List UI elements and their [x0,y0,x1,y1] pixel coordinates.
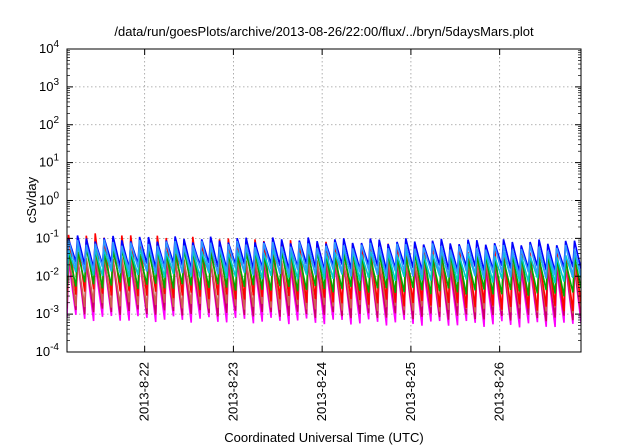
y-tick-label: 10-2 [36,266,60,283]
y-tick-label: 10-1 [36,228,60,245]
y-tick-label: 10-3 [36,304,60,321]
y-tick-label: 100 [39,191,59,208]
y-tick-label: 104 [39,39,59,56]
x-tick-label: 2013-8-25 [403,362,418,421]
data-series [67,233,581,329]
y-axis-label: cSv/day [24,176,39,223]
x-tick-label: 2013-8-23 [225,362,240,421]
chart-title: /data/run/goesPlots/archive/2013-08-26/2… [114,24,534,39]
series-line [67,239,581,279]
x-tick-label: 2013-8-24 [314,362,329,421]
x-axis-ticks: 2013-8-22 2013-8-23 2013-8-24 2013-8-25 2013… [137,49,507,421]
y-axis-ticks: 10-4 10-3 10-2 10-1 100 101 102 103 104 [36,39,581,359]
x-axis-label: Coordinated Universal Time (UTC) [224,430,423,445]
x-tick-label: 2013-8-22 [137,362,152,421]
y-tick-label: 10-4 [36,342,60,359]
x-tick-label: 2013-8-26 [492,362,507,421]
y-tick-label: 101 [39,153,59,170]
y-tick-label: 103 [39,77,59,94]
y-tick-label: 102 [39,115,59,132]
